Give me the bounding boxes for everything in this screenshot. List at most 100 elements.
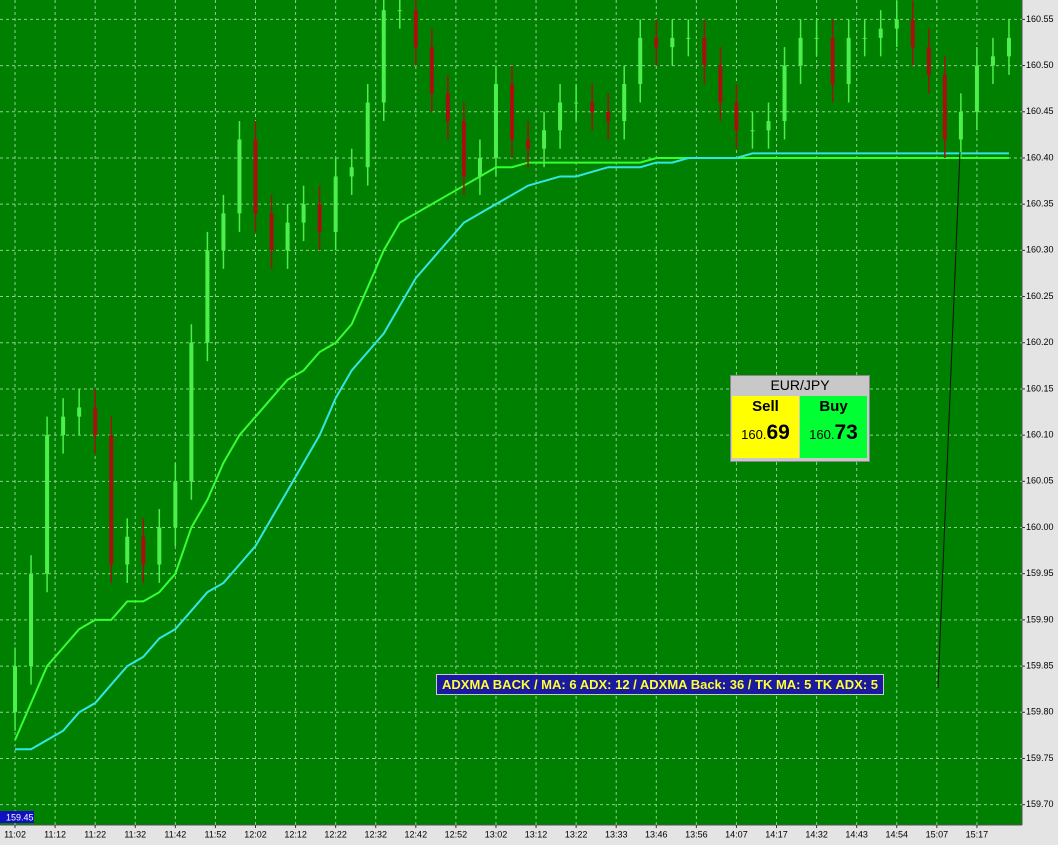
y-tick-label: 160.35 (1026, 199, 1054, 209)
bar-body (445, 93, 450, 122)
bar-body (349, 167, 354, 177)
bar-body (381, 10, 386, 103)
bar-body (93, 407, 98, 436)
y-tick-label: 159.75 (1026, 753, 1054, 763)
x-tick-label: 14:32 (805, 829, 828, 839)
x-tick-label: 13:46 (645, 829, 668, 839)
sell-label: Sell (752, 398, 779, 415)
x-tick-label: 12:32 (364, 829, 387, 839)
bar-body (13, 666, 18, 713)
price-marker (0, 811, 34, 823)
sell-price-small: 160. (741, 427, 767, 442)
bar-body (846, 37, 851, 85)
bar-body (734, 102, 739, 131)
y-tick-label: 160.45 (1026, 106, 1054, 116)
bar-body (622, 84, 627, 122)
bar-body (397, 10, 402, 12)
y-tick-label: 160.10 (1026, 430, 1054, 440)
x-tick-label: 14:43 (845, 829, 868, 839)
bar-body (429, 47, 434, 94)
bar-body (461, 121, 466, 177)
x-tick-label: 15:07 (926, 829, 949, 839)
bar-body (221, 213, 226, 251)
bar-body (413, 10, 418, 48)
bar-body (542, 130, 547, 149)
y-tick-label: 160.55 (1026, 14, 1054, 24)
y-tick-label: 160.40 (1026, 152, 1054, 162)
bar-body (670, 37, 675, 48)
bar-body (798, 37, 803, 66)
bar-body (974, 65, 979, 112)
x-tick-label: 13:22 (565, 829, 588, 839)
y-tick-label: 159.85 (1026, 660, 1054, 670)
buy-price: 160.73 (800, 421, 867, 445)
indicators (14, 152, 1009, 751)
y-tick-label: 160.50 (1026, 60, 1054, 70)
x-tick-label: 14:07 (725, 829, 748, 839)
x-tick-label: 12:42 (405, 829, 428, 839)
bar-body (45, 435, 50, 574)
bar-body (910, 19, 915, 48)
bar-body (205, 250, 210, 343)
bar-body (157, 527, 162, 565)
x-tick-label: 13:02 (485, 829, 508, 839)
bar-body (862, 37, 867, 39)
x-tick-label: 11:22 (84, 829, 106, 839)
bar-body (686, 37, 691, 39)
bar-body (718, 65, 723, 103)
bar-body (141, 536, 146, 565)
bar-body (1006, 37, 1011, 57)
grid (0, 0, 1022, 825)
bar-body (638, 37, 643, 85)
bar-body (894, 19, 899, 29)
bar-body (990, 56, 995, 66)
x-tick-label: 12:02 (244, 829, 267, 839)
bar-body (237, 139, 242, 214)
bar-body (493, 84, 498, 158)
bar-body (606, 111, 611, 122)
x-tick-label: 13:33 (605, 829, 628, 839)
x-tick-label: 15:17 (966, 829, 989, 839)
bar-body (365, 102, 370, 168)
time-axis-panel (0, 825, 1058, 845)
bar-body (317, 204, 322, 232)
trade-ticket: EUR/JPY Sell 160.69 Buy 160.73 (730, 375, 870, 462)
x-tick-label: 13:56 (685, 829, 708, 839)
buy-button[interactable]: Buy 160.73 (800, 396, 867, 458)
bar-body (702, 37, 707, 66)
bar-body (29, 573, 34, 667)
y-tick-label: 160.30 (1026, 245, 1054, 255)
x-tick-label: 12:22 (324, 829, 347, 839)
y-tick-label: 160.25 (1026, 291, 1054, 301)
bar-body (958, 111, 963, 140)
bar-body (654, 37, 659, 48)
y-tick-label: 160.15 (1026, 383, 1054, 393)
pair-name: EUR/JPY (770, 377, 830, 393)
trend-line (937, 151, 961, 689)
price-axis-panel (1022, 0, 1058, 845)
bar-body (61, 416, 66, 436)
y-tick-label: 160.20 (1026, 337, 1054, 347)
axis-labels: 160.55 160.50 160.45 160.40 160.35 160.30 160.… (4, 14, 1053, 840)
bar-body (942, 74, 947, 140)
x-tick-label: 12:52 (445, 829, 468, 839)
bar-body (814, 37, 819, 39)
bar-body (125, 536, 130, 565)
y-tick-label: 159.70 (1026, 799, 1054, 809)
indicator-annotation: ADXMA BACK / MA: 6 ADX: 12 / ADXMA Back:… (436, 674, 885, 695)
bar-body (590, 102, 595, 112)
x-tick-label: 11:02 (4, 829, 26, 839)
y-tick-label: 159.80 (1026, 707, 1054, 717)
bar-body (253, 139, 258, 214)
moving-average (14, 156, 1009, 741)
bar-body (766, 121, 771, 131)
sell-button[interactable]: Sell 160.69 (732, 396, 799, 458)
x-tick-label: 14:54 (885, 829, 908, 839)
bar-body (477, 157, 482, 177)
bar-body (333, 176, 338, 232)
x-tick-label: 11:42 (164, 829, 186, 839)
y-tick-label: 160.00 (1026, 522, 1054, 532)
x-tick-label: 11:32 (124, 829, 146, 839)
